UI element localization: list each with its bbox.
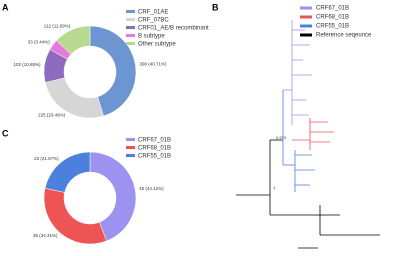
legend-swatch (126, 138, 135, 141)
legend-label: CRF67_01B (138, 138, 171, 144)
legend-swatch (300, 15, 312, 19)
donut-slice (89, 25, 137, 117)
legend-label: CRF01_AE/B recombinant (138, 26, 209, 32)
legend-swatch (126, 42, 135, 45)
panel-label: C (2, 128, 9, 138)
legend-swatch (126, 26, 135, 29)
annotation: 1 (273, 185, 276, 190)
value-label: 102 (10.65%) (13, 62, 41, 67)
donut-slice (56, 25, 91, 55)
panel-label: A (2, 2, 9, 12)
value-label: 35 (34.31%) (33, 233, 58, 238)
legend-label: CRF_07BC (138, 18, 169, 24)
value-label: 112 (11.69%) (44, 23, 71, 28)
legend-swatch (126, 154, 135, 157)
legend-swatch (300, 6, 312, 10)
legend-label: B subtype (138, 34, 165, 40)
legend-label: CRF_01AE (138, 10, 168, 16)
legend-label: CRF67_01B (316, 6, 349, 12)
legend-swatch (126, 18, 135, 21)
legend-swatch (300, 24, 312, 28)
panel-label: B (212, 2, 219, 12)
donut-slice (44, 151, 91, 193)
value-label: 225 (23.49%) (38, 113, 66, 118)
legend-label: CRF68_01B (316, 15, 349, 21)
legend-label: CRF55_01B (316, 24, 349, 30)
phylogenetic-tree (236, 20, 380, 249)
legend-swatch (126, 10, 135, 13)
value-label: 33 (3.44%) (28, 40, 51, 45)
value-label: 390 (40.71%) (139, 62, 167, 67)
legend-label: CRF55_01B (138, 154, 171, 160)
legend-label: CRF68_01B (138, 146, 171, 152)
legend-swatch (126, 34, 135, 37)
leaves (295, 154, 315, 186)
value-label: 45 (44.12%) (139, 186, 164, 191)
legend-swatch (300, 33, 312, 37)
leaves (310, 121, 334, 143)
leaves (292, 29, 312, 116)
legend-label: Reference seqeunce (316, 33, 372, 39)
value-label: 22 (21.57%) (34, 156, 59, 161)
annotation: 0.973 (276, 135, 287, 140)
donut-slice (89, 151, 137, 242)
legend-label: Other subtype (138, 42, 176, 48)
legend-swatch (126, 146, 135, 149)
